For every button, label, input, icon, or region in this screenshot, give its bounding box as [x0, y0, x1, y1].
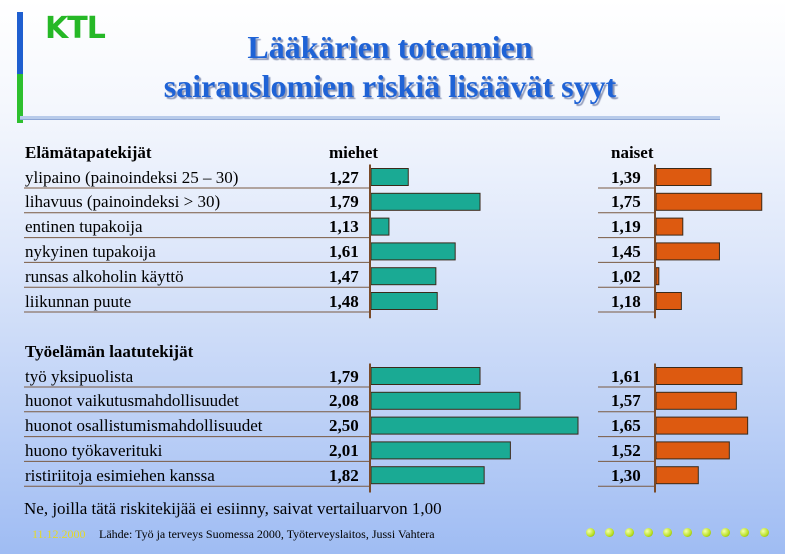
- category-label: nykyinen tupakoija: [25, 241, 156, 261]
- section-header: Elämätapatekijät: [25, 143, 152, 162]
- data-label-men: 1,79: [329, 192, 359, 212]
- decorative-dot: [663, 528, 673, 537]
- bar-men: [370, 168, 409, 186]
- bar-women: [655, 267, 660, 286]
- bar-women: [655, 168, 712, 186]
- bar-men: [370, 466, 485, 485]
- data-label-men: 1,82: [329, 465, 359, 485]
- data-label-women: 1,19: [611, 217, 641, 237]
- bar-men: [370, 192, 481, 211]
- data-label-women: 1,75: [611, 192, 641, 212]
- bar-women: [655, 292, 682, 310]
- bar-men: [370, 217, 390, 236]
- series-label-men: miehet: [329, 143, 379, 162]
- category-label: työ yksipuolista: [25, 366, 134, 386]
- bar-men: [370, 242, 456, 261]
- data-label-men: 1,61: [329, 241, 359, 261]
- bar-women: [655, 416, 749, 435]
- footer-date: 11.12.2000: [32, 527, 86, 541]
- bar-women: [655, 192, 763, 211]
- data-label-women: 1,02: [611, 266, 641, 286]
- category-label: huonot osallistumismahdollisuudet: [25, 416, 263, 436]
- decorative-dot: [624, 528, 634, 537]
- data-label-men: 1,48: [329, 291, 359, 311]
- data-label-women: 1,57: [611, 391, 641, 411]
- category-label: runsas alkoholin käyttö: [25, 266, 184, 286]
- accent-bar-blue: [17, 12, 23, 76]
- decorative-dot: [759, 528, 769, 537]
- data-label-men: 2,01: [329, 440, 359, 460]
- category-label: lihavuus (painoindeksi > 30): [25, 192, 221, 212]
- bar-men: [370, 292, 438, 310]
- footer-note: Ne, joilla tätä riskitekijää ei esiinny,…: [24, 499, 442, 518]
- title-underline: [20, 116, 720, 120]
- decorative-dot: [740, 528, 750, 537]
- bar-women: [655, 441, 730, 460]
- bar-men: [370, 441, 511, 460]
- category-label: entinen tupakoija: [25, 217, 143, 237]
- series-label-women: naiset: [611, 143, 654, 162]
- slide-title: Lääkärien toteamien sairauslomien riskiä…: [30, 28, 750, 106]
- bar-women: [655, 242, 720, 261]
- footer-source: Lähde: Työ ja terveys Suomessa 2000, Työ…: [99, 527, 435, 541]
- category-label: huono työkaverituki: [25, 440, 163, 460]
- decorative-dot: [701, 528, 711, 537]
- bar-women: [655, 391, 737, 410]
- category-label: ylipaino (painoindeksi 25 – 30): [25, 167, 239, 187]
- data-label-men: 1,13: [329, 217, 359, 237]
- accent-bar-green: [17, 74, 23, 123]
- decorative-dot: [605, 528, 615, 537]
- category-label: huonot vaikutusmahdollisuudet: [25, 391, 239, 411]
- title-line-1: Lääkärien toteamien: [247, 29, 533, 65]
- bar-men: [370, 267, 437, 286]
- data-label-men: 1,27: [329, 167, 359, 187]
- left-accent-bar: [17, 12, 23, 123]
- data-label-women: 1,45: [611, 241, 641, 261]
- data-label-men: 2,50: [329, 416, 359, 436]
- decorative-dot: [643, 528, 653, 537]
- data-label-women: 1,18: [611, 291, 641, 311]
- decorative-dot: [682, 528, 692, 537]
- bar-women: [655, 367, 743, 385]
- data-label-women: 1,30: [611, 465, 641, 485]
- bar-men: [370, 416, 579, 435]
- section-header: Työelämän laatutekijät: [25, 342, 194, 361]
- category-label: ristiriitoja esimiehen kanssa: [25, 465, 215, 485]
- bar-men: [370, 367, 481, 385]
- data-label-women: 1,61: [611, 366, 641, 386]
- data-label-women: 1,39: [611, 167, 641, 187]
- data-label-men: 2,08: [329, 391, 359, 411]
- data-label-women: 1,52: [611, 440, 641, 460]
- data-label-women: 1,65: [611, 416, 641, 436]
- bar-men: [370, 391, 521, 410]
- bar-women: [655, 466, 699, 485]
- ktl-logo: KTL: [45, 11, 106, 46]
- category-label: liikunnan puute: [25, 291, 132, 311]
- title-line-2: sairauslomien riskiä lisäävät syyt: [163, 68, 617, 104]
- bar-women: [655, 217, 684, 236]
- data-label-men: 1,79: [329, 366, 359, 386]
- data-label-men: 1,47: [329, 266, 359, 286]
- decorative-dot: [586, 528, 595, 537]
- decorative-dot: [721, 528, 731, 537]
